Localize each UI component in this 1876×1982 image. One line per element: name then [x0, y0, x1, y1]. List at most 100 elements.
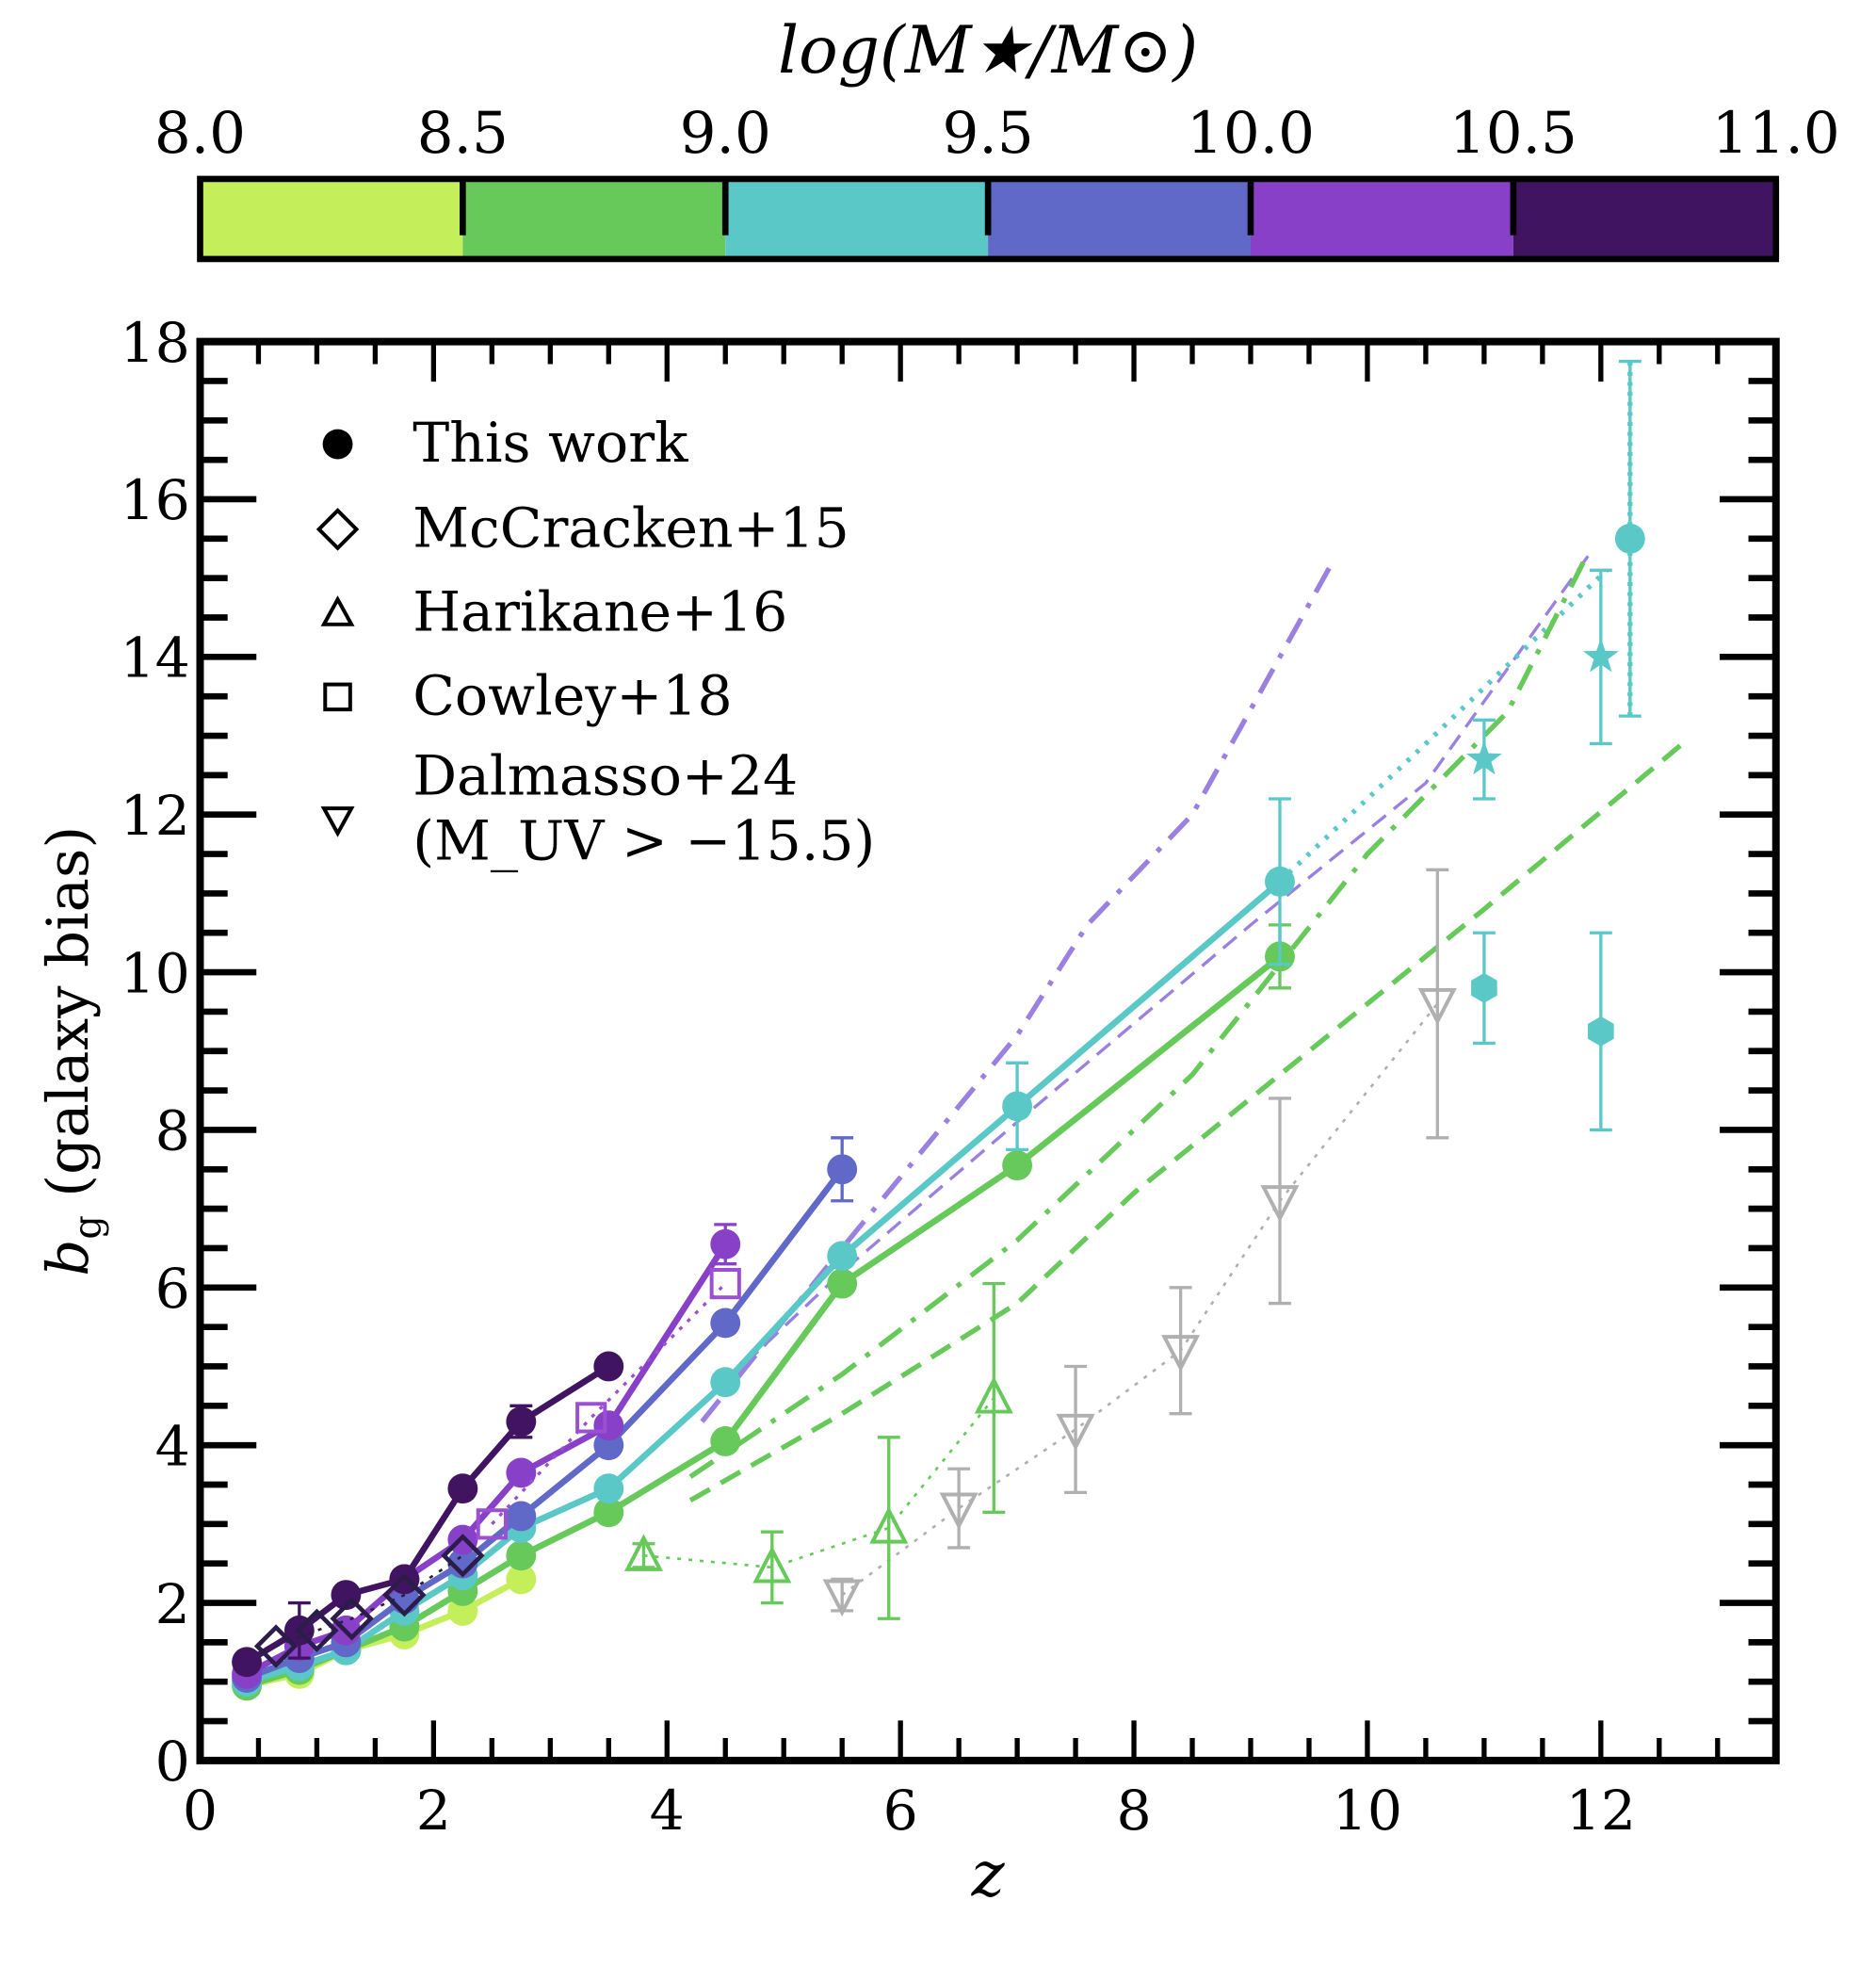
plot-area: 0 2 4 6 8 10 12 0 2 4 6 8 10 12 14 16 18: [121, 311, 1780, 1843]
legend-label-2: (M_UV > −15.5): [412, 809, 875, 873]
x-tick-label: 12: [1566, 1779, 1636, 1843]
colorbar-tick-label: 10.5: [1449, 100, 1577, 167]
this-work-line: [246, 879, 1283, 1685]
y-tick-label: 16: [121, 468, 190, 532]
mccracken15-marker: [441, 1534, 485, 1578]
model-line-dashed-thin: [724, 553, 1591, 1384]
dalmasso24-marker: [939, 1492, 978, 1531]
colorbar-tick-label: 9.5: [943, 100, 1034, 167]
x-tick-label: 8: [1116, 1779, 1151, 1843]
this-work-marker: [1002, 1091, 1033, 1122]
x-tick-label: 2: [416, 1779, 451, 1843]
model-line-dashed: [688, 741, 1685, 1503]
y-tick-label: 18: [121, 311, 190, 375]
mccracken15-line: [275, 1554, 464, 1648]
this-work-marker: [710, 1367, 741, 1398]
cowley18-marker: [575, 1402, 607, 1434]
y-tick-label: 2: [155, 1572, 190, 1636]
this-work-marker: [506, 1457, 537, 1488]
colorbar-title: log(M★/M⊙): [778, 13, 1198, 89]
this-work-marker: [710, 1308, 741, 1339]
legend-marker-circle: [322, 429, 353, 460]
legend-label: Cowley+18: [412, 663, 732, 727]
legend-label: McCracken+15: [412, 496, 849, 560]
star-marker: [1465, 740, 1502, 775]
colorbar-tick-label: 9.0: [680, 100, 771, 167]
legend-marker-triangle-down: [320, 806, 355, 837]
mccracken15-marker: [330, 1597, 374, 1641]
colorbar-segment: [462, 178, 726, 259]
this-work-marker: [506, 1406, 537, 1438]
cowley18-line: [491, 1282, 727, 1525]
this-work-marker: [506, 1501, 537, 1532]
colorbar-segment: [200, 178, 463, 259]
legend: This work McCracken+15 Harikane+16 Cowley+1…: [315, 411, 875, 873]
colorbar-segment: [1512, 178, 1776, 259]
colorbar-segment: [1251, 178, 1513, 259]
x-tick-label: 4: [650, 1779, 685, 1843]
legend-label: This work: [412, 411, 688, 475]
colorbar-segment: [725, 178, 989, 259]
plot-frame: [196, 337, 1780, 1764]
model-line-dashdot: [688, 560, 1586, 1479]
legend-marker-triangle-up: [320, 595, 355, 626]
this-work-marker: [593, 1473, 624, 1504]
cowley18-marker: [709, 1268, 741, 1300]
x-axis-label: z: [971, 1837, 1006, 1910]
harikane16-marker: [752, 1545, 792, 1584]
this-work-marker: [506, 1564, 537, 1595]
y-axis-label-sub: g: [66, 1215, 109, 1240]
colorbar-tick-label: 11.0: [1712, 100, 1840, 167]
y-tick-label: 0: [155, 1730, 190, 1794]
model-line-dotted: [1278, 568, 1609, 884]
this-work-marker: [447, 1548, 478, 1579]
dalmasso24-marker: [822, 1579, 862, 1617]
this-work-marker: [710, 1426, 741, 1456]
dalmasso24-line: [841, 1002, 1439, 1597]
star-marker: [1582, 638, 1619, 673]
x-tick-label: 10: [1333, 1779, 1402, 1843]
mccracken15-marker: [382, 1572, 427, 1617]
this-work-marker: [447, 1473, 478, 1504]
y-tick-label: 6: [155, 1257, 190, 1321]
y-tick-label: 12: [121, 784, 190, 848]
y-tick-label: 10: [121, 941, 190, 1005]
dalmasso24-marker: [1161, 1335, 1201, 1373]
colorbar-segment: [988, 178, 1251, 259]
hexagon-marker: [1471, 972, 1497, 1003]
hexagon-marker: [1588, 1015, 1614, 1047]
colorbar-tick-label: 8.0: [154, 100, 246, 167]
y-axis-label-main: b: [35, 1240, 102, 1276]
x-tick-label: 6: [883, 1779, 918, 1843]
dalmasso24-marker: [1056, 1413, 1095, 1452]
this-work-marker: [232, 1647, 262, 1678]
x-tick-label: 0: [183, 1779, 218, 1843]
y-tick-label: 4: [155, 1414, 190, 1478]
harikane16-line: [643, 1397, 995, 1569]
mccracken15-marker: [295, 1608, 339, 1653]
cowley18-marker: [476, 1508, 508, 1540]
y-axis-label-rest: (galaxy bias): [35, 826, 102, 1215]
harikane16-marker: [623, 1534, 664, 1571]
this-work-marker: [1002, 1150, 1033, 1181]
mccracken15-marker: [253, 1624, 299, 1668]
this-work-marker: [1614, 523, 1645, 554]
legend-marker-diamond: [315, 508, 360, 551]
legend-label: Dalmasso+24: [412, 743, 798, 807]
colorbar-tick-label: 10.0: [1187, 100, 1315, 167]
harikane16-marker: [974, 1376, 1013, 1414]
y-tick-label: 8: [155, 1099, 190, 1163]
this-work-marker: [593, 1497, 624, 1528]
colorbar-tick-label: 8.5: [417, 100, 509, 167]
this-work-marker: [1265, 866, 1295, 897]
this-work-marker: [710, 1228, 741, 1259]
colorbar-frame: [197, 175, 1780, 263]
this-work-marker: [827, 1241, 858, 1272]
dalmasso24-marker: [1417, 987, 1457, 1026]
this-work-marker: [827, 1268, 858, 1299]
this-work-marker: [593, 1410, 624, 1441]
this-work-marker: [827, 1154, 858, 1185]
this-work-marker: [593, 1351, 624, 1382]
y-tick-label: 14: [121, 626, 190, 690]
